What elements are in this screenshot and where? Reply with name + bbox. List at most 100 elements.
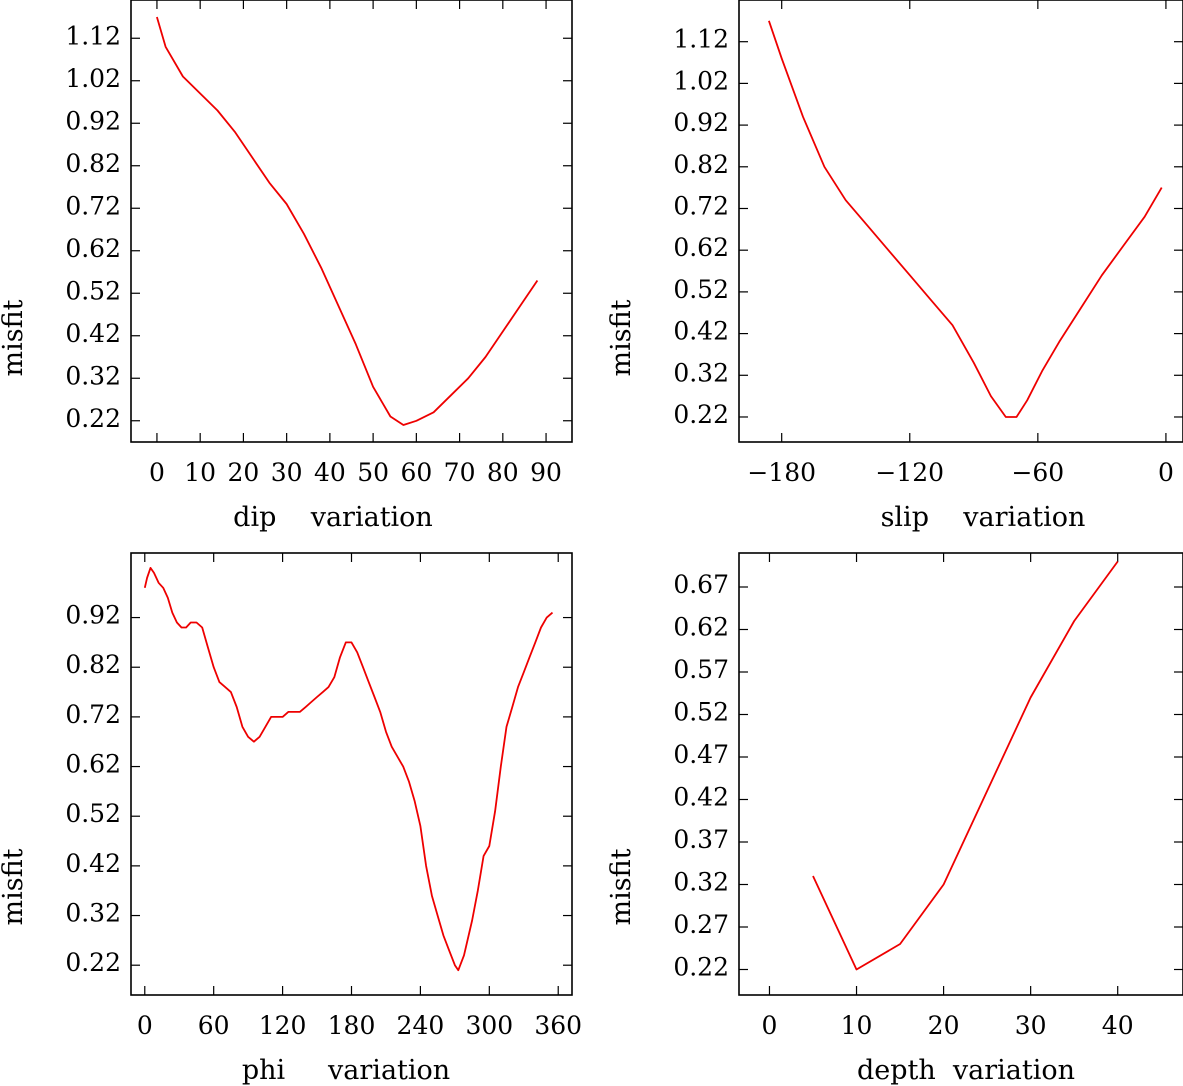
y-axis-label: misfit (606, 299, 637, 376)
x-tick-label: 40 (314, 458, 346, 487)
y-tick-label: 0.32 (65, 361, 121, 390)
y-tick-label: 0.47 (673, 740, 729, 769)
x-tick-label: 60 (400, 458, 432, 487)
x-tick-labels: −180 −120 −60 0 (747, 458, 1174, 487)
y-tick-label: 0.62 (65, 234, 121, 263)
y-tick-label: 0.67 (673, 570, 729, 599)
y-tick-label: 1.02 (65, 64, 121, 93)
y-tick-labels: 0.22 0.32 0.42 0.52 0.62 0.72 0.82 0.92 (65, 601, 121, 978)
y-tick-label: 0.82 (673, 150, 729, 179)
x-axis-label: phi variation (242, 1055, 450, 1086)
y-tick-label: 0.42 (65, 849, 121, 878)
y-tick-label: 0.42 (65, 319, 121, 348)
y-tick-label: 0.92 (65, 106, 121, 135)
x-axis-label: slip variation (881, 502, 1086, 533)
x-axis-label: depth variation (857, 1055, 1075, 1086)
x-tick-label: 90 (530, 458, 562, 487)
x-tick-label: 60 (198, 1011, 230, 1040)
y-tick-label: 0.52 (65, 276, 121, 305)
misfit-line (812, 560, 1119, 971)
x-tick-label: −60 (1011, 458, 1064, 487)
x-tick-label: 70 (444, 458, 476, 487)
y-tick-label: 0.62 (673, 233, 729, 262)
x-tick-label: −120 (875, 458, 944, 487)
y-tick-label: 0.52 (673, 275, 729, 304)
y-tick-label: 1.02 (673, 66, 729, 95)
y-tick-label: 0.32 (65, 899, 121, 928)
y-tick-labels: 0.22 0.32 0.42 0.52 0.62 0.72 0.82 0.92 1.02 1.12 (673, 25, 729, 429)
plot-frame (738, 552, 1183, 996)
x-tick-label: 30 (1015, 1011, 1047, 1040)
x-tick-label: 40 (1102, 1011, 1134, 1040)
x-tick-labels: 0 10 20 30 40 50 60 70 80 90 (149, 458, 562, 487)
data-series (156, 16, 539, 426)
x-tick-label: −180 (747, 458, 816, 487)
data-series (143, 567, 554, 972)
y-tick-label: 0.32 (673, 358, 729, 387)
tick-marks (739, 0, 1183, 442)
x-tick-label: 50 (357, 458, 389, 487)
y-tick-label: 1.12 (65, 21, 121, 50)
y-tick-label: 0.52 (673, 698, 729, 727)
y-tick-label: 0.22 (673, 400, 729, 429)
misfit-line (768, 20, 1163, 418)
x-tick-labels: 0 10 20 30 40 (762, 1011, 1134, 1040)
y-tick-label: 0.92 (65, 601, 121, 630)
y-tick-label: 0.82 (65, 149, 121, 178)
y-tick-labels: 0.22 0.27 0.32 0.37 0.42 0.47 0.52 0.57 0.62 0.67 (673, 570, 729, 982)
dip-panel: 0.22 0.32 0.42 0.52 0.62 0.72 0.82 0.92 1.02 1.12… (0, 0, 573, 533)
plot-frame (130, 0, 573, 443)
y-axis-label: misfit (0, 299, 29, 376)
misfit-line (143, 567, 554, 972)
x-tick-label: 300 (465, 1011, 513, 1040)
plot-frame (130, 552, 573, 996)
y-tick-label: 0.37 (673, 825, 729, 854)
y-tick-label: 0.92 (673, 108, 729, 137)
y-tick-label: 0.22 (65, 404, 121, 433)
y-tick-label: 1.12 (673, 25, 729, 54)
y-tick-label: 0.57 (673, 655, 729, 684)
y-tick-label: 0.42 (673, 783, 729, 812)
y-tick-label: 0.62 (65, 750, 121, 779)
x-tick-label: 10 (184, 458, 216, 487)
tick-marks (131, 0, 572, 442)
x-axis-label: dip variation (233, 502, 433, 533)
x-tick-label: 180 (328, 1011, 376, 1040)
y-tick-label: 0.22 (65, 948, 121, 977)
y-tick-label: 0.32 (673, 868, 729, 897)
y-tick-labels: 0.22 0.32 0.42 0.52 0.62 0.72 0.82 0.92 1.02 1.12 (65, 21, 121, 433)
x-tick-label: 0 (1158, 458, 1174, 487)
x-tick-labels: 0 60 120 180 240 300 360 (137, 1011, 582, 1040)
y-tick-label: 0.27 (673, 910, 729, 939)
y-tick-label: 0.72 (65, 191, 121, 220)
x-tick-label: 20 (928, 1011, 960, 1040)
x-tick-label: 30 (271, 458, 303, 487)
y-tick-label: 0.62 (673, 613, 729, 642)
y-tick-label: 0.72 (65, 700, 121, 729)
y-tick-label: 0.82 (65, 650, 121, 679)
y-tick-label: 0.52 (65, 799, 121, 828)
y-axis-label: misfit (0, 848, 29, 925)
tick-marks (131, 553, 572, 995)
x-tick-label: 240 (397, 1011, 445, 1040)
x-tick-label: 360 (534, 1011, 582, 1040)
data-series (812, 560, 1119, 971)
phi-panel: 0.22 0.32 0.42 0.52 0.62 0.72 0.82 0.92 0 60 120 1… (0, 552, 582, 1086)
plot-frame (738, 0, 1183, 443)
depth-panel: 0.22 0.27 0.32 0.37 0.42 0.47 0.52 0.57 0.62 0.67… (606, 552, 1183, 1086)
x-tick-label: 0 (149, 458, 165, 487)
y-tick-label: 0.42 (673, 317, 729, 346)
slip-panel: 0.22 0.32 0.42 0.52 0.62 0.72 0.82 0.92 1.02 1.12… (606, 0, 1183, 533)
tick-marks (739, 553, 1183, 995)
y-tick-label: 0.72 (673, 191, 729, 220)
x-tick-label: 10 (841, 1011, 873, 1040)
data-series (768, 20, 1163, 418)
x-tick-label: 80 (487, 458, 519, 487)
x-tick-label: 0 (762, 1011, 778, 1040)
misfit-line (156, 16, 539, 426)
y-tick-label: 0.22 (673, 953, 729, 982)
y-axis-label: misfit (606, 848, 637, 925)
x-tick-label: 20 (228, 458, 260, 487)
x-tick-label: 120 (259, 1011, 307, 1040)
